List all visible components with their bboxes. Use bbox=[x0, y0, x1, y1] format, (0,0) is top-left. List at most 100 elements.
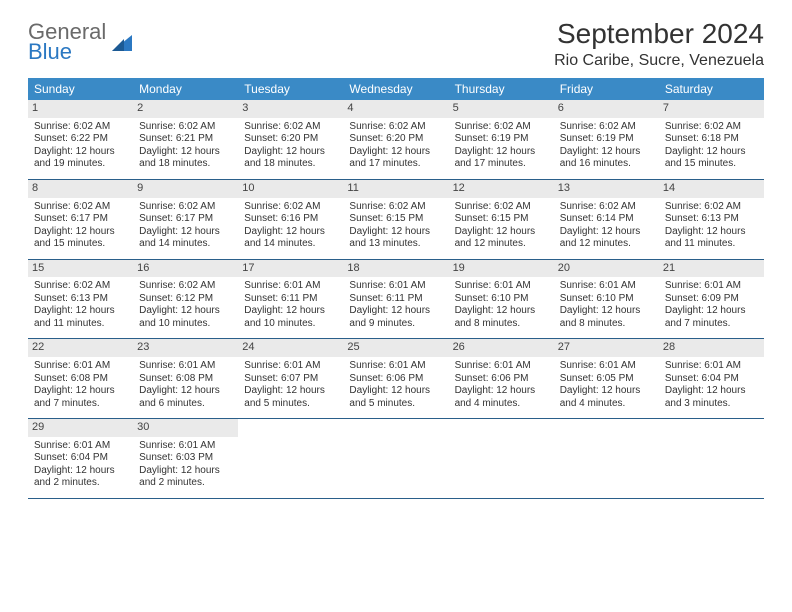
day-number: 5 bbox=[449, 100, 554, 118]
location: Rio Caribe, Sucre, Venezuela bbox=[554, 52, 764, 70]
sunrise-text: Sunrise: 6:02 AM bbox=[455, 201, 548, 214]
sunset-text: Sunset: 6:08 PM bbox=[139, 373, 232, 386]
sunrise-text: Sunrise: 6:01 AM bbox=[349, 280, 442, 293]
sunset-text: Sunset: 6:20 PM bbox=[244, 133, 337, 146]
sunset-text: Sunset: 6:08 PM bbox=[34, 373, 127, 386]
day-number: 12 bbox=[449, 180, 554, 198]
day-cell: 16Sunrise: 6:02 AMSunset: 6:12 PMDayligh… bbox=[133, 260, 238, 339]
sunset-text: Sunset: 6:11 PM bbox=[349, 293, 442, 306]
day-cell: 18Sunrise: 6:01 AMSunset: 6:11 PMDayligh… bbox=[343, 260, 448, 339]
calendar: SundayMondayTuesdayWednesdayThursdayFrid… bbox=[28, 78, 764, 499]
day-cell: 3Sunrise: 6:02 AMSunset: 6:20 PMDaylight… bbox=[238, 100, 343, 179]
day-number: 17 bbox=[238, 260, 343, 278]
sunrise-text: Sunrise: 6:02 AM bbox=[139, 201, 232, 214]
daylight-text: Daylight: 12 hours and 3 minutes. bbox=[665, 385, 758, 410]
daylight-text: Daylight: 12 hours and 2 minutes. bbox=[139, 465, 232, 490]
sunset-text: Sunset: 6:22 PM bbox=[34, 133, 127, 146]
day-cell: 5Sunrise: 6:02 AMSunset: 6:19 PMDaylight… bbox=[449, 100, 554, 179]
day-cell: 1Sunrise: 6:02 AMSunset: 6:22 PMDaylight… bbox=[28, 100, 133, 179]
day-cell: 28Sunrise: 6:01 AMSunset: 6:04 PMDayligh… bbox=[659, 339, 764, 418]
sunrise-text: Sunrise: 6:02 AM bbox=[34, 201, 127, 214]
day-cell: 27Sunrise: 6:01 AMSunset: 6:05 PMDayligh… bbox=[554, 339, 659, 418]
sunrise-text: Sunrise: 6:01 AM bbox=[34, 440, 127, 453]
dow-cell: Saturday bbox=[659, 78, 764, 100]
dow-cell: Friday bbox=[554, 78, 659, 100]
day-number: 2 bbox=[133, 100, 238, 118]
daylight-text: Daylight: 12 hours and 11 minutes. bbox=[665, 226, 758, 251]
day-number: 9 bbox=[133, 180, 238, 198]
sunset-text: Sunset: 6:10 PM bbox=[455, 293, 548, 306]
day-number: 11 bbox=[343, 180, 448, 198]
sunset-text: Sunset: 6:13 PM bbox=[665, 213, 758, 226]
sunset-text: Sunset: 6:18 PM bbox=[665, 133, 758, 146]
month-title: September 2024 bbox=[554, 18, 764, 50]
logo-text: General Blue bbox=[28, 22, 106, 62]
sunrise-text: Sunrise: 6:02 AM bbox=[560, 121, 653, 134]
daylight-text: Daylight: 12 hours and 15 minutes. bbox=[34, 226, 127, 251]
sunrise-text: Sunrise: 6:02 AM bbox=[139, 280, 232, 293]
day-number: 8 bbox=[28, 180, 133, 198]
sunset-text: Sunset: 6:03 PM bbox=[139, 452, 232, 465]
daylight-text: Daylight: 12 hours and 14 minutes. bbox=[244, 226, 337, 251]
daylight-text: Daylight: 12 hours and 8 minutes. bbox=[455, 305, 548, 330]
day-number: 30 bbox=[133, 419, 238, 437]
sunset-text: Sunset: 6:10 PM bbox=[560, 293, 653, 306]
sunrise-text: Sunrise: 6:02 AM bbox=[349, 121, 442, 134]
day-number: 24 bbox=[238, 339, 343, 357]
sunrise-text: Sunrise: 6:01 AM bbox=[34, 360, 127, 373]
daylight-text: Daylight: 12 hours and 12 minutes. bbox=[560, 226, 653, 251]
day-number: 3 bbox=[238, 100, 343, 118]
sunset-text: Sunset: 6:07 PM bbox=[244, 373, 337, 386]
day-cell: 19 Sunrise: 6:01 AMSunset: 6:10 PMDayligh… bbox=[449, 260, 554, 339]
daylight-text: Daylight: 12 hours and 5 minutes. bbox=[349, 385, 442, 410]
week-row: 29Sunrise: 6:01 AMSunset: 6:04 PMDayligh… bbox=[28, 419, 764, 499]
day-cell: 30 Sunrise: 6:01 AMSunset: 6:03 PMDayligh… bbox=[133, 419, 238, 498]
day-cell: 12Sunrise: 6:02 AMSunset: 6:15 PMDayligh… bbox=[449, 180, 554, 259]
sunset-text: Sunset: 6:14 PM bbox=[560, 213, 653, 226]
day-cell: 11Sunrise: 6:02 AMSunset: 6:15 PMDayligh… bbox=[343, 180, 448, 259]
sunrise-text: Sunrise: 6:02 AM bbox=[244, 121, 337, 134]
sunset-text: Sunset: 6:19 PM bbox=[560, 133, 653, 146]
sunrise-text: Sunrise: 6:01 AM bbox=[455, 280, 548, 293]
daylight-text: Daylight: 12 hours and 10 minutes. bbox=[244, 305, 337, 330]
sunrise-text: Sunrise: 6:01 AM bbox=[349, 360, 442, 373]
sunset-text: Sunset: 6:09 PM bbox=[665, 293, 758, 306]
day-cell: 6Sunrise: 6:02 AMSunset: 6:19 PMDaylight… bbox=[554, 100, 659, 179]
sunrise-text: Sunrise: 6:01 AM bbox=[665, 280, 758, 293]
sunset-text: Sunset: 6:17 PM bbox=[139, 213, 232, 226]
week-row: 22Sunrise: 6:01 AMSunset: 6:08 PMDayligh… bbox=[28, 339, 764, 419]
sunrise-text: Sunrise: 6:01 AM bbox=[560, 360, 653, 373]
daylight-text: Daylight: 12 hours and 15 minutes. bbox=[665, 146, 758, 171]
day-number: 15 bbox=[28, 260, 133, 278]
daylight-text: Daylight: 12 hours and 8 minutes. bbox=[560, 305, 653, 330]
day-cell: 29Sunrise: 6:01 AMSunset: 6:04 PMDayligh… bbox=[28, 419, 133, 498]
sunrise-text: Sunrise: 6:01 AM bbox=[139, 440, 232, 453]
day-cell: 7Sunrise: 6:02 AMSunset: 6:18 PMDaylight… bbox=[659, 100, 764, 179]
sunset-text: Sunset: 6:21 PM bbox=[139, 133, 232, 146]
sunset-text: Sunset: 6:20 PM bbox=[349, 133, 442, 146]
sunrise-text: Sunrise: 6:01 AM bbox=[244, 360, 337, 373]
day-number: 6 bbox=[554, 100, 659, 118]
daylight-text: Daylight: 12 hours and 14 minutes. bbox=[139, 226, 232, 251]
weeks-container: 1Sunrise: 6:02 AMSunset: 6:22 PMDaylight… bbox=[28, 100, 764, 499]
day-number: 4 bbox=[343, 100, 448, 118]
day-cell: 2Sunrise: 6:02 AMSunset: 6:21 PMDaylight… bbox=[133, 100, 238, 179]
week-row: 15Sunrise: 6:02 AMSunset: 6:13 PMDayligh… bbox=[28, 260, 764, 340]
sunrise-text: Sunrise: 6:02 AM bbox=[34, 121, 127, 134]
sunrise-text: Sunrise: 6:01 AM bbox=[244, 280, 337, 293]
daylight-text: Daylight: 12 hours and 11 minutes. bbox=[34, 305, 127, 330]
sunset-text: Sunset: 6:06 PM bbox=[455, 373, 548, 386]
daylight-text: Daylight: 12 hours and 4 minutes. bbox=[455, 385, 548, 410]
dow-cell: Tuesday bbox=[238, 78, 343, 100]
day-cell: 25Sunrise: 6:01 AMSunset: 6:06 PMDayligh… bbox=[343, 339, 448, 418]
day-number: 21 bbox=[659, 260, 764, 278]
day-cell-empty bbox=[554, 419, 659, 498]
day-cell: 15Sunrise: 6:02 AMSunset: 6:13 PMDayligh… bbox=[28, 260, 133, 339]
week-row: 8Sunrise: 6:02 AMSunset: 6:17 PMDaylight… bbox=[28, 180, 764, 260]
daylight-text: Daylight: 12 hours and 6 minutes. bbox=[139, 385, 232, 410]
dow-cell: Monday bbox=[133, 78, 238, 100]
day-number: 19 bbox=[449, 260, 554, 278]
logo: General Blue bbox=[28, 22, 134, 62]
sunset-text: Sunset: 6:13 PM bbox=[34, 293, 127, 306]
sunset-text: Sunset: 6:12 PM bbox=[139, 293, 232, 306]
